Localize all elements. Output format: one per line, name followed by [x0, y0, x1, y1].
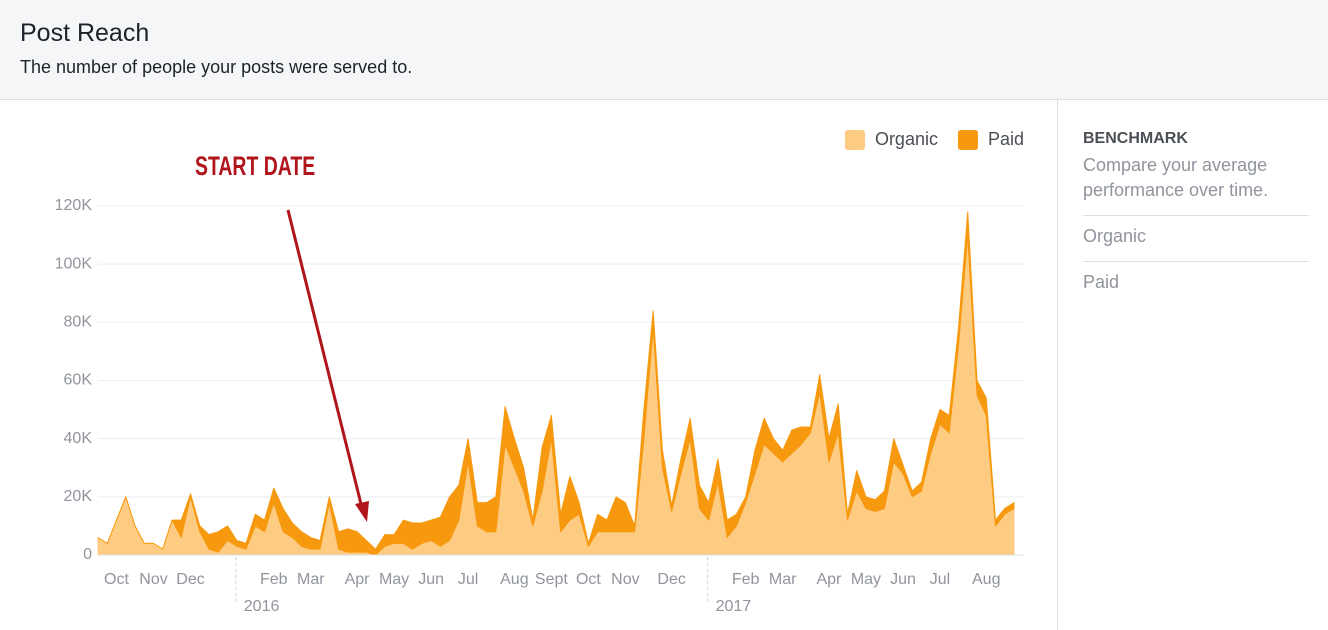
x-tick-label: Jun: [890, 571, 916, 588]
sidebar: BENCHMARK Compare your average performan…: [1057, 100, 1328, 630]
x-tick-label: May: [379, 571, 409, 588]
annotation-arrowhead: [355, 501, 369, 522]
title: Post Reach: [20, 19, 150, 47]
legend-label: Paid: [988, 129, 1024, 149]
benchmark-option[interactable]: Paid: [1083, 261, 1309, 293]
y-tick-label: 20K: [64, 488, 93, 505]
x-tick-label: Nov: [139, 571, 167, 588]
x-tick-label: Oct: [576, 571, 601, 588]
annotation: START DATE: [195, 151, 315, 181]
x-tick-label: Jul: [458, 571, 478, 588]
year-label: 2017: [716, 598, 752, 615]
legend-swatch: [844, 130, 865, 150]
x-tick-label: Nov: [611, 571, 639, 588]
sidebar-description: Compare your average performance over ti…: [1083, 155, 1269, 200]
legend-label: Organic: [875, 129, 938, 149]
x-tick-label: Aug: [972, 571, 1000, 588]
y-tick-label: 100K: [55, 255, 93, 272]
x-tick-label: Jul: [930, 571, 950, 588]
benchmark-option[interactable]: Organic: [1083, 215, 1309, 247]
year-label: 2016: [244, 598, 280, 615]
y-tick-label: 80K: [64, 314, 93, 331]
annotation-arrow: [286, 209, 364, 509]
x-tick-label: Feb: [260, 571, 288, 588]
y-tick-label: 40K: [64, 430, 93, 447]
y-tick-label: 60K: [64, 372, 93, 389]
chart: START DATE 0 20K 40K 60K 80K 100K 120K Oct Nov De…: [55, 129, 1024, 615]
subtitle: The number of people your posts were ser…: [20, 57, 413, 77]
header: Post Reach The number of people your pos…: [0, 0, 1328, 100]
sidebar-heading: BENCHMARK: [1083, 130, 1188, 147]
x-tick-label: Feb: [732, 571, 760, 588]
x-tick-label: Mar: [297, 571, 325, 588]
x-tick-label: Aug: [500, 571, 528, 588]
x-tick-label: Dec: [657, 571, 685, 588]
x-tick-label: Dec: [176, 571, 204, 588]
x-tick-label: Jun: [418, 571, 444, 588]
x-tick-label: Mar: [769, 571, 797, 588]
y-tick-label: 120K: [55, 197, 93, 214]
x-tick-label: Apr: [816, 571, 842, 588]
y-tick-label: 0: [83, 546, 92, 563]
x-tick-label: May: [851, 571, 881, 588]
legend-swatch: [957, 130, 978, 150]
area: [97, 211, 1015, 556]
x-tick-label: Apr: [345, 571, 371, 588]
x-tick-label: Oct: [104, 571, 129, 588]
x-tick-label: Sept: [535, 571, 568, 588]
